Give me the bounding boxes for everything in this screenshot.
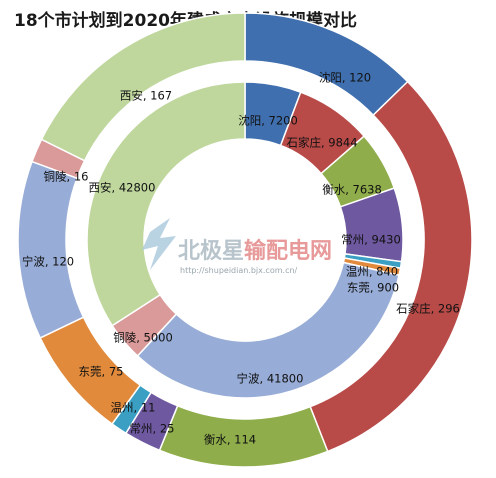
outer-label-6: 东莞, 75 [79,365,124,379]
inner-ring [86,81,404,399]
inner-label-2: 石家庄, 9844 [286,136,357,150]
outer-label-9: 西安, 167 [120,89,172,103]
inner-label-8: 铜陵, 5000 [113,331,173,345]
outer-label-8: 铜陵, 16 [44,170,89,184]
outer-ring [17,12,473,468]
inner-label-3: 衡水, 7638 [322,183,382,197]
inner-slice-7 [136,261,400,399]
inner-label-4: 常州, 9430 [341,233,401,247]
outer-label-5: 温州, 11 [111,401,156,415]
outer-slice-9 [40,12,246,162]
watermark-brand-gray: 北极星 [178,239,244,264]
outer-label-7: 宁波, 120 [22,255,74,269]
watermark-url: http://shupeidian.bjx.com.cn/ [180,266,298,275]
data-labels: 沈阳, 120 石家庄, 296 衡水, 114 常州, 25 温州, 11 东莞, 75… [22,71,460,447]
inner-label-6: 东莞, 900 [347,281,399,295]
outer-label-4: 常州, 25 [130,422,175,436]
outer-label-2: 石家庄, 296 [396,302,460,316]
inner-label-7: 宁波, 41800 [237,372,304,386]
watermark-brand-red: 输配电网 [244,238,332,264]
lightning-logo-icon [142,218,176,270]
watermark: 北极星输配电网 http://shupeidian.bjx.com.cn/ [142,218,332,275]
outer-label-3: 衡水, 114 [204,433,256,447]
outer-slice-7 [17,160,85,339]
inner-slice-9 [86,81,246,327]
inner-label-9: 西安, 42800 [89,181,156,195]
svg-text:北极星输配电网: 北极星输配电网 [178,238,332,264]
inner-label-5: 温州, 840 [346,265,398,279]
inner-label-1: 沈阳, 7200 [238,114,298,128]
outer-label-1: 沈阳, 120 [319,71,371,85]
